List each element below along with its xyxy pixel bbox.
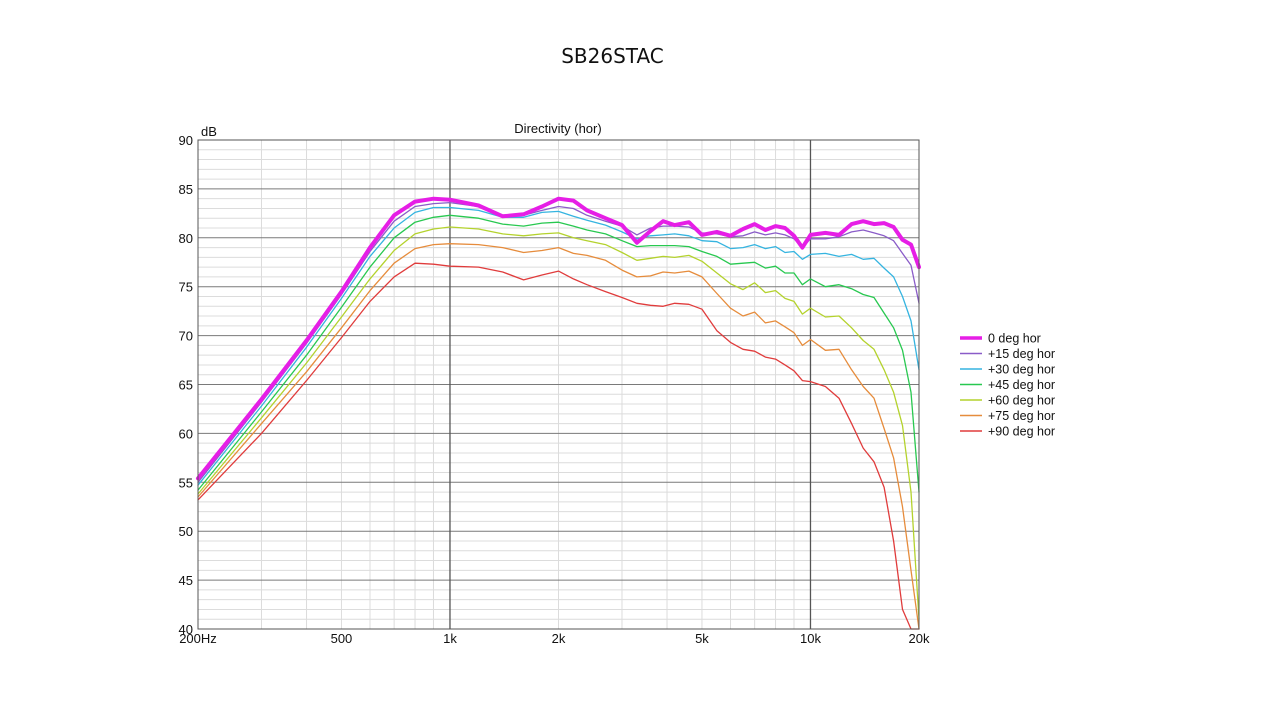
legend-label: 0 deg hor — [988, 332, 1041, 346]
x-tick-label: 200Hz — [179, 631, 217, 646]
x-tick-label: 2k — [552, 631, 566, 646]
series-line — [197, 262, 920, 630]
series-line — [197, 201, 920, 483]
y-tick-label: 70 — [179, 329, 193, 344]
legend-label: +15 deg hor — [988, 347, 1055, 361]
y-tick-label: 55 — [179, 475, 193, 490]
legend-label: +45 deg hor — [988, 378, 1055, 392]
x-tick-label: 1k — [443, 631, 457, 646]
x-tick-label: 10k — [800, 631, 821, 646]
plot-frame — [197, 139, 920, 630]
series-layer — [196, 196, 921, 630]
slide-title: SB26STAC — [561, 44, 664, 68]
y-tick-label: 50 — [179, 524, 193, 539]
legend-label: +75 deg hor — [988, 409, 1055, 423]
y-tick-label: 80 — [179, 231, 193, 246]
y-axis-ticks: 90 85 80 75 70 65 60 55 50 45 40 — [179, 133, 193, 637]
y-axis-label: dB — [201, 124, 217, 139]
series-line — [196, 196, 921, 481]
series-line — [197, 214, 920, 493]
x-tick-label: 20k — [909, 631, 930, 646]
y-tick-label: 75 — [179, 280, 193, 295]
legend: 0 deg hor+15 deg hor +30 deg hor+45 deg h… — [960, 332, 1055, 439]
series-line — [197, 243, 920, 630]
chart-title: Directivity (hor) — [514, 121, 601, 136]
x-tick-label: 500 — [331, 631, 353, 646]
legend-label: +90 deg hor — [988, 425, 1055, 439]
x-tick-label: 5k — [695, 631, 709, 646]
x-axis-ticks: 200Hz 500 1k 2k 5k 10k 20k — [179, 631, 930, 646]
series-line — [197, 206, 920, 486]
y-tick-label: 45 — [179, 573, 193, 588]
series-line — [197, 226, 920, 620]
grid-minor — [197, 140, 920, 629]
y-tick-label: 40 — [179, 622, 193, 637]
legend-label: +60 deg hor — [988, 394, 1055, 408]
y-tick-label: 85 — [179, 182, 193, 197]
y-tick-label: 65 — [179, 378, 193, 393]
y-tick-label: 60 — [179, 426, 193, 441]
y-tick-label: 90 — [179, 133, 193, 148]
legend-label: +30 deg hor — [988, 363, 1055, 377]
